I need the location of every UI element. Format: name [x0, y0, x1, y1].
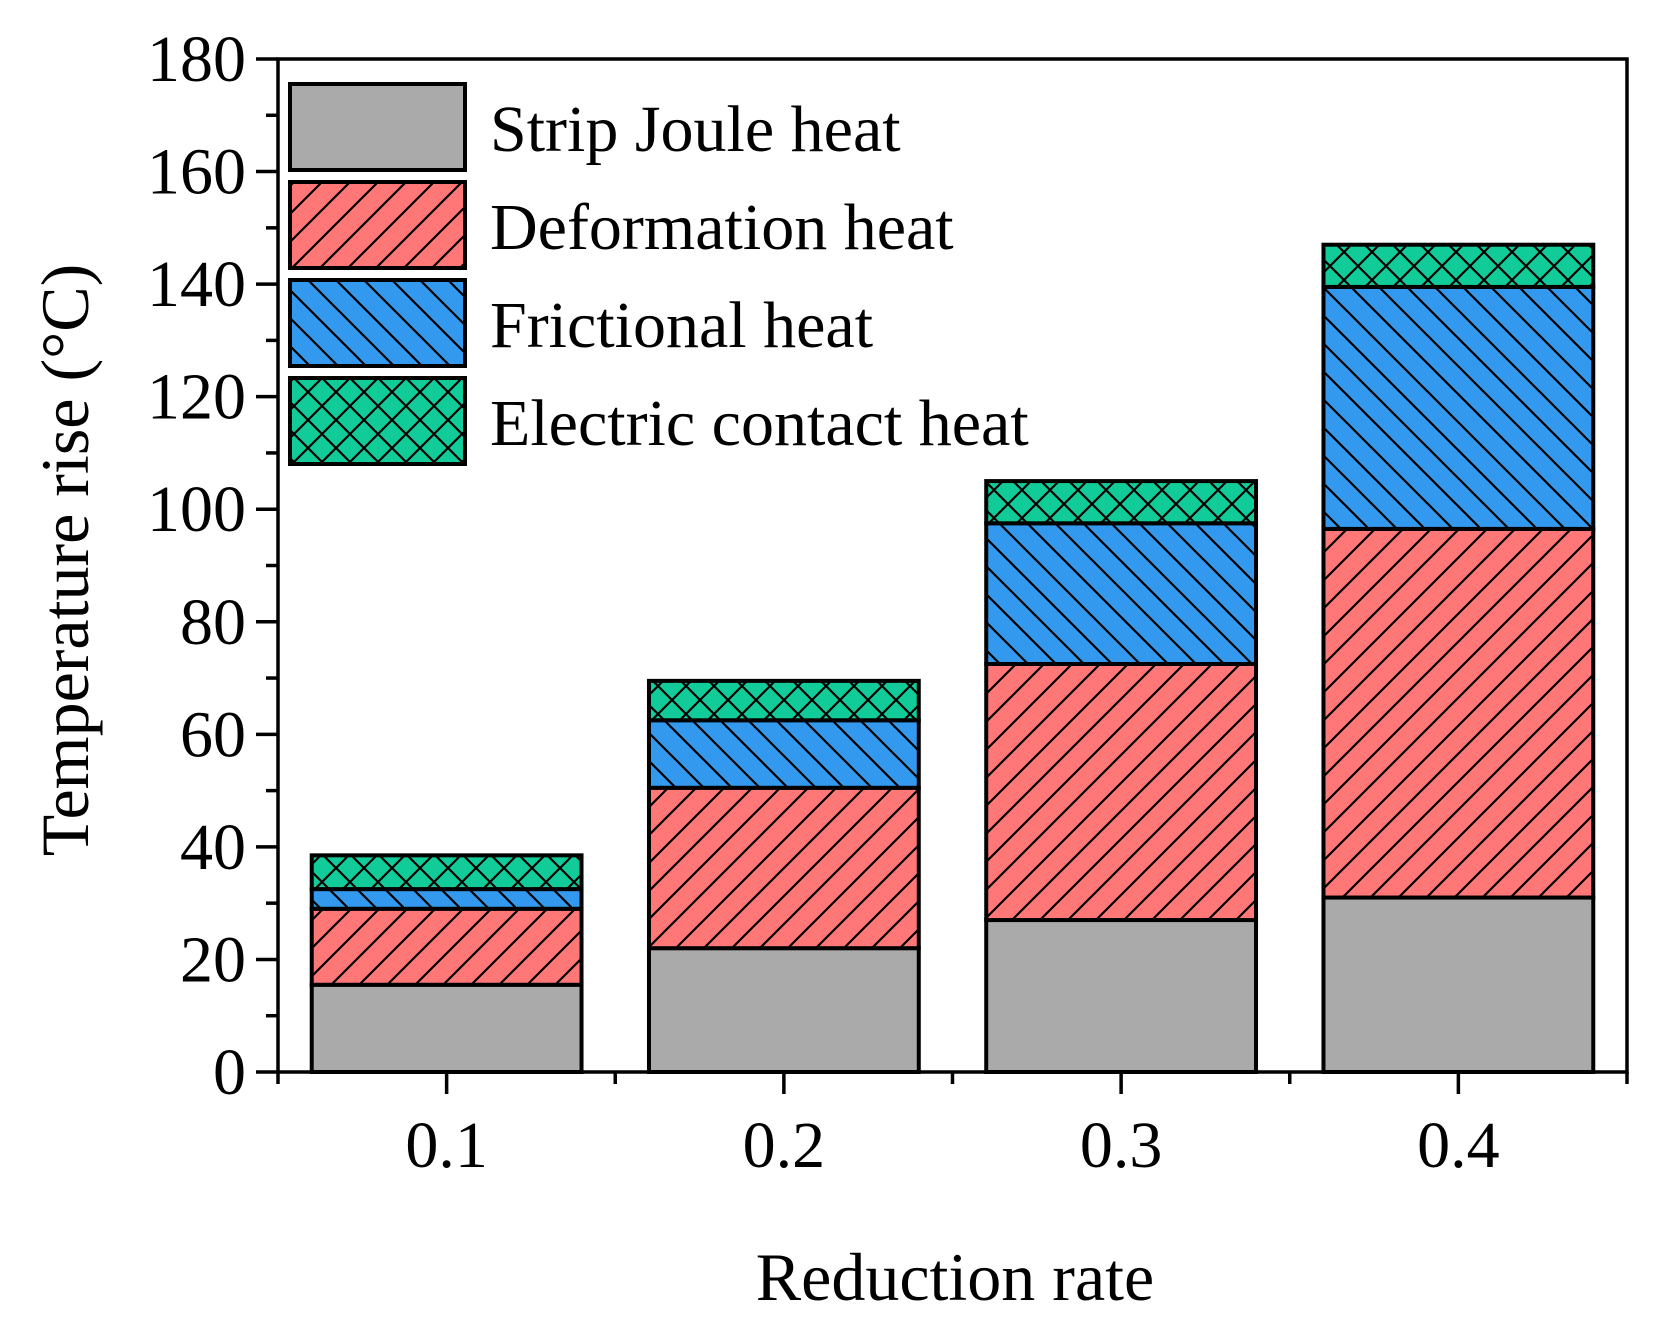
bar-electric-contact-heat-0.2	[646, 678, 921, 723]
bar-deformation-heat-0.4	[1321, 526, 1596, 900]
x-tick-label: 0.1	[405, 1109, 488, 1182]
y-tick-label: 120	[147, 361, 246, 434]
bar-hatch	[311, 889, 582, 909]
bar-frictional-heat-0.4	[1321, 284, 1596, 531]
legend-item-frictional-heat: Frictional heat	[288, 278, 873, 368]
x-tick-label: 0.3	[1080, 1109, 1163, 1182]
bar-electric-contact-heat-0.3	[984, 479, 1259, 526]
y-tick-label: 80	[180, 586, 246, 659]
x-tick-label: 0.4	[1417, 1109, 1500, 1182]
bar-fill	[311, 984, 582, 1072]
bar-strip-joule-heat-0.1	[309, 982, 584, 1075]
bar-outline	[646, 678, 921, 723]
bar-hatch	[986, 481, 1257, 524]
bar-hatch	[311, 855, 582, 890]
y-tick-label: 140	[147, 248, 246, 321]
legend-swatch	[288, 82, 467, 172]
legend-swatch-hatch	[290, 182, 465, 268]
legend-swatch	[288, 376, 467, 466]
legend-label: Electric contact heat	[490, 387, 1029, 460]
bar-hatch	[1323, 528, 1594, 898]
bar-deformation-heat-0.1	[309, 906, 584, 987]
bar-strip-joule-heat-0.4	[1321, 895, 1596, 1074]
legend-label: Strip Joule heat	[490, 93, 901, 166]
y-tick-label: 60	[180, 698, 246, 771]
bar-deformation-heat-0.2	[646, 785, 921, 951]
y-tick-label: 40	[180, 811, 246, 884]
bar-outline	[984, 479, 1259, 526]
bar-frictional-heat-0.1	[309, 887, 584, 911]
bar-hatch	[648, 720, 919, 788]
bar-strip-joule-heat-0.3	[984, 918, 1259, 1074]
x-tick-label: 0.2	[743, 1109, 826, 1182]
bar-hatch	[1323, 286, 1594, 529]
bar-electric-contact-heat-0.1	[309, 853, 584, 892]
bar-hatch	[1323, 244, 1594, 287]
x-axis-title: Reduction rate	[756, 1239, 1154, 1315]
bar-fill	[648, 948, 919, 1072]
bar-hatch	[648, 680, 919, 721]
bar-hatch	[648, 787, 919, 949]
bar-frictional-heat-0.2	[646, 718, 921, 790]
bar-hatch	[986, 523, 1257, 664]
legend-label: Frictional heat	[490, 289, 873, 362]
legend-swatch	[288, 278, 467, 368]
legend-item-deformation-heat: Deformation heat	[288, 180, 954, 270]
y-axis-title: Temperature rise (°C)	[27, 264, 103, 857]
y-tick-label: 20	[180, 923, 246, 996]
legend-item-strip-joule-heat: Strip Joule heat	[288, 82, 901, 172]
legend: Strip Joule heat Deformation heat Friction…	[288, 82, 1029, 466]
legend-swatch	[288, 180, 467, 270]
legend-swatch-hatch	[290, 280, 465, 366]
y-tick-label: 0	[213, 1036, 246, 1109]
bar-fill	[986, 920, 1257, 1072]
bar-outline	[309, 853, 584, 892]
legend-swatch-hatch	[290, 378, 465, 464]
y-tick-label: 160	[147, 136, 246, 209]
bar-fill	[1323, 897, 1594, 1072]
bar-frictional-heat-0.3	[984, 521, 1259, 666]
bars-layer	[309, 242, 1596, 1075]
bar-electric-contact-heat-0.4	[1321, 242, 1596, 289]
bar-outline	[1321, 242, 1596, 289]
y-tick-label: 180	[147, 23, 246, 96]
bar-hatch	[311, 908, 582, 985]
bar-strip-joule-heat-0.2	[646, 946, 921, 1075]
bar-hatch	[986, 663, 1257, 921]
legend-label: Deformation heat	[490, 191, 954, 264]
ticks-layer: 0 20 40 60 80 100 120 140 160 180 0.1 0.2 0.3 0.4	[147, 23, 1629, 1182]
y-tick-label: 100	[147, 473, 246, 546]
legend-item-electric-contact-heat: Electric contact heat	[288, 376, 1029, 466]
bar-deformation-heat-0.3	[984, 661, 1259, 923]
legend-swatch-fill	[290, 84, 465, 170]
